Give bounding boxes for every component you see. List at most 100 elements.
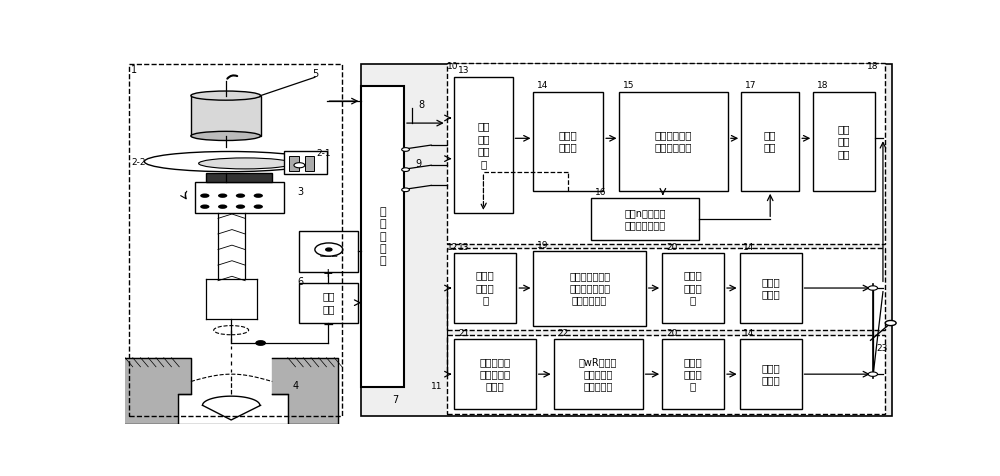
Text: 波形模
板函数: 波形模 板函数: [761, 277, 780, 299]
Circle shape: [402, 168, 409, 171]
Text: 14: 14: [537, 81, 549, 90]
Circle shape: [256, 341, 265, 345]
Circle shape: [236, 193, 245, 198]
Circle shape: [218, 193, 227, 198]
Text: 18: 18: [817, 81, 829, 90]
Text: 20: 20: [666, 329, 677, 338]
Text: 10: 10: [447, 62, 459, 70]
Bar: [447, 63, 885, 244]
Text: 13: 13: [458, 67, 470, 76]
Text: +: +: [323, 267, 333, 280]
Circle shape: [200, 193, 209, 198]
Circle shape: [294, 163, 305, 168]
Bar: [454, 339, 536, 409]
Text: 12: 12: [447, 243, 459, 252]
Text: 波形模
板函数: 波形模 板函数: [559, 130, 578, 153]
Bar: [662, 253, 724, 323]
Text: 4: 4: [292, 381, 299, 391]
Bar: [454, 77, 512, 213]
Circle shape: [402, 148, 409, 151]
Circle shape: [254, 193, 263, 198]
Text: 多项式
拟合模
块: 多项式 拟合模 块: [684, 357, 702, 392]
Bar: [813, 92, 875, 191]
Bar: [361, 87, 404, 387]
Text: 17: 17: [745, 81, 757, 90]
Ellipse shape: [191, 91, 261, 100]
Bar: [289, 156, 299, 171]
Text: 统计
模块: 统计 模块: [764, 130, 776, 153]
Text: 13: 13: [458, 243, 470, 252]
Ellipse shape: [191, 131, 261, 140]
Text: 之前n个电弧旋
转周期焊缝偏差: 之前n个电弧旋 转周期焊缝偏差: [624, 208, 666, 230]
Bar: [740, 253, 802, 323]
Bar: [361, 64, 892, 416]
Circle shape: [254, 205, 263, 209]
Circle shape: [236, 205, 245, 209]
Text: 1: 1: [131, 65, 137, 75]
Text: 传感器: 传感器: [319, 247, 338, 257]
Text: 数据
预处
理模
块: 数据 预处 理模 块: [477, 121, 490, 169]
Text: 5: 5: [313, 69, 319, 79]
Text: 数
据
采
集
卡: 数 据 采 集 卡: [379, 207, 386, 267]
Text: 2-2: 2-2: [131, 158, 146, 167]
Bar: [741, 92, 799, 191]
Bar: [591, 198, 699, 240]
Bar: [447, 335, 885, 415]
Text: 19: 19: [537, 240, 549, 249]
Text: 数据预
处理模
块: 数据预 处理模 块: [476, 271, 495, 306]
Bar: [129, 64, 342, 416]
Text: 14: 14: [743, 329, 755, 338]
Text: 11: 11: [431, 382, 443, 391]
Polygon shape: [125, 357, 191, 424]
Ellipse shape: [199, 158, 292, 169]
Text: 18: 18: [867, 62, 879, 70]
Text: 8: 8: [418, 100, 424, 110]
Text: 15: 15: [623, 81, 635, 90]
Bar: [740, 339, 802, 409]
Bar: [619, 92, 728, 191]
Text: −: −: [322, 317, 334, 332]
Text: 22: 22: [557, 329, 569, 338]
Bar: [533, 92, 603, 191]
Text: 23: 23: [877, 344, 888, 353]
Ellipse shape: [144, 151, 315, 172]
Circle shape: [326, 248, 332, 251]
Text: 21: 21: [458, 329, 470, 338]
Bar: [554, 339, 643, 409]
Text: 当前电弧旋转
周期焊缝偏差: 当前电弧旋转 周期焊缝偏差: [655, 130, 692, 153]
Bar: [191, 96, 261, 136]
Circle shape: [315, 243, 343, 256]
Text: 7: 7: [392, 395, 399, 406]
Polygon shape: [272, 357, 338, 424]
Bar: [299, 283, 358, 323]
Circle shape: [868, 286, 878, 290]
Text: 14: 14: [743, 243, 755, 252]
Text: 焊缝
偏差
输出: 焊缝 偏差 输出: [838, 124, 850, 159]
Text: 2-1: 2-1: [316, 149, 331, 158]
Bar: [284, 150, 326, 174]
Text: 仿wR电弧电
信号或相关
参数的变化: 仿wR电弧电 信号或相关 参数的变化: [579, 357, 617, 392]
Text: 20: 20: [666, 243, 677, 252]
Bar: [299, 231, 358, 271]
Text: 3: 3: [297, 187, 303, 197]
Circle shape: [885, 320, 896, 326]
Text: 波形模
板函数: 波形模 板函数: [761, 363, 780, 386]
Bar: [662, 339, 724, 409]
Bar: [206, 173, 272, 182]
Text: 不同偏差下多电
弧旋转周期电信
号平均值波形: 不同偏差下多电 弧旋转周期电信 号平均值波形: [569, 271, 610, 306]
Text: 焊接
电源: 焊接 电源: [322, 291, 335, 314]
Bar: [305, 156, 314, 171]
Circle shape: [868, 372, 878, 377]
Text: 适当简化旋
转电弧气保
焊模型: 适当简化旋 转电弧气保 焊模型: [479, 357, 511, 392]
Text: 9: 9: [416, 159, 422, 169]
Bar: [195, 182, 284, 213]
Text: 16: 16: [595, 188, 606, 197]
Circle shape: [402, 188, 409, 192]
Text: 6: 6: [297, 277, 303, 287]
Text: 多项式
拟合模
块: 多项式 拟合模 块: [684, 271, 702, 306]
Circle shape: [218, 205, 227, 209]
Circle shape: [200, 205, 209, 209]
Bar: [454, 253, 516, 323]
Bar: [533, 251, 646, 326]
Bar: [447, 248, 885, 330]
